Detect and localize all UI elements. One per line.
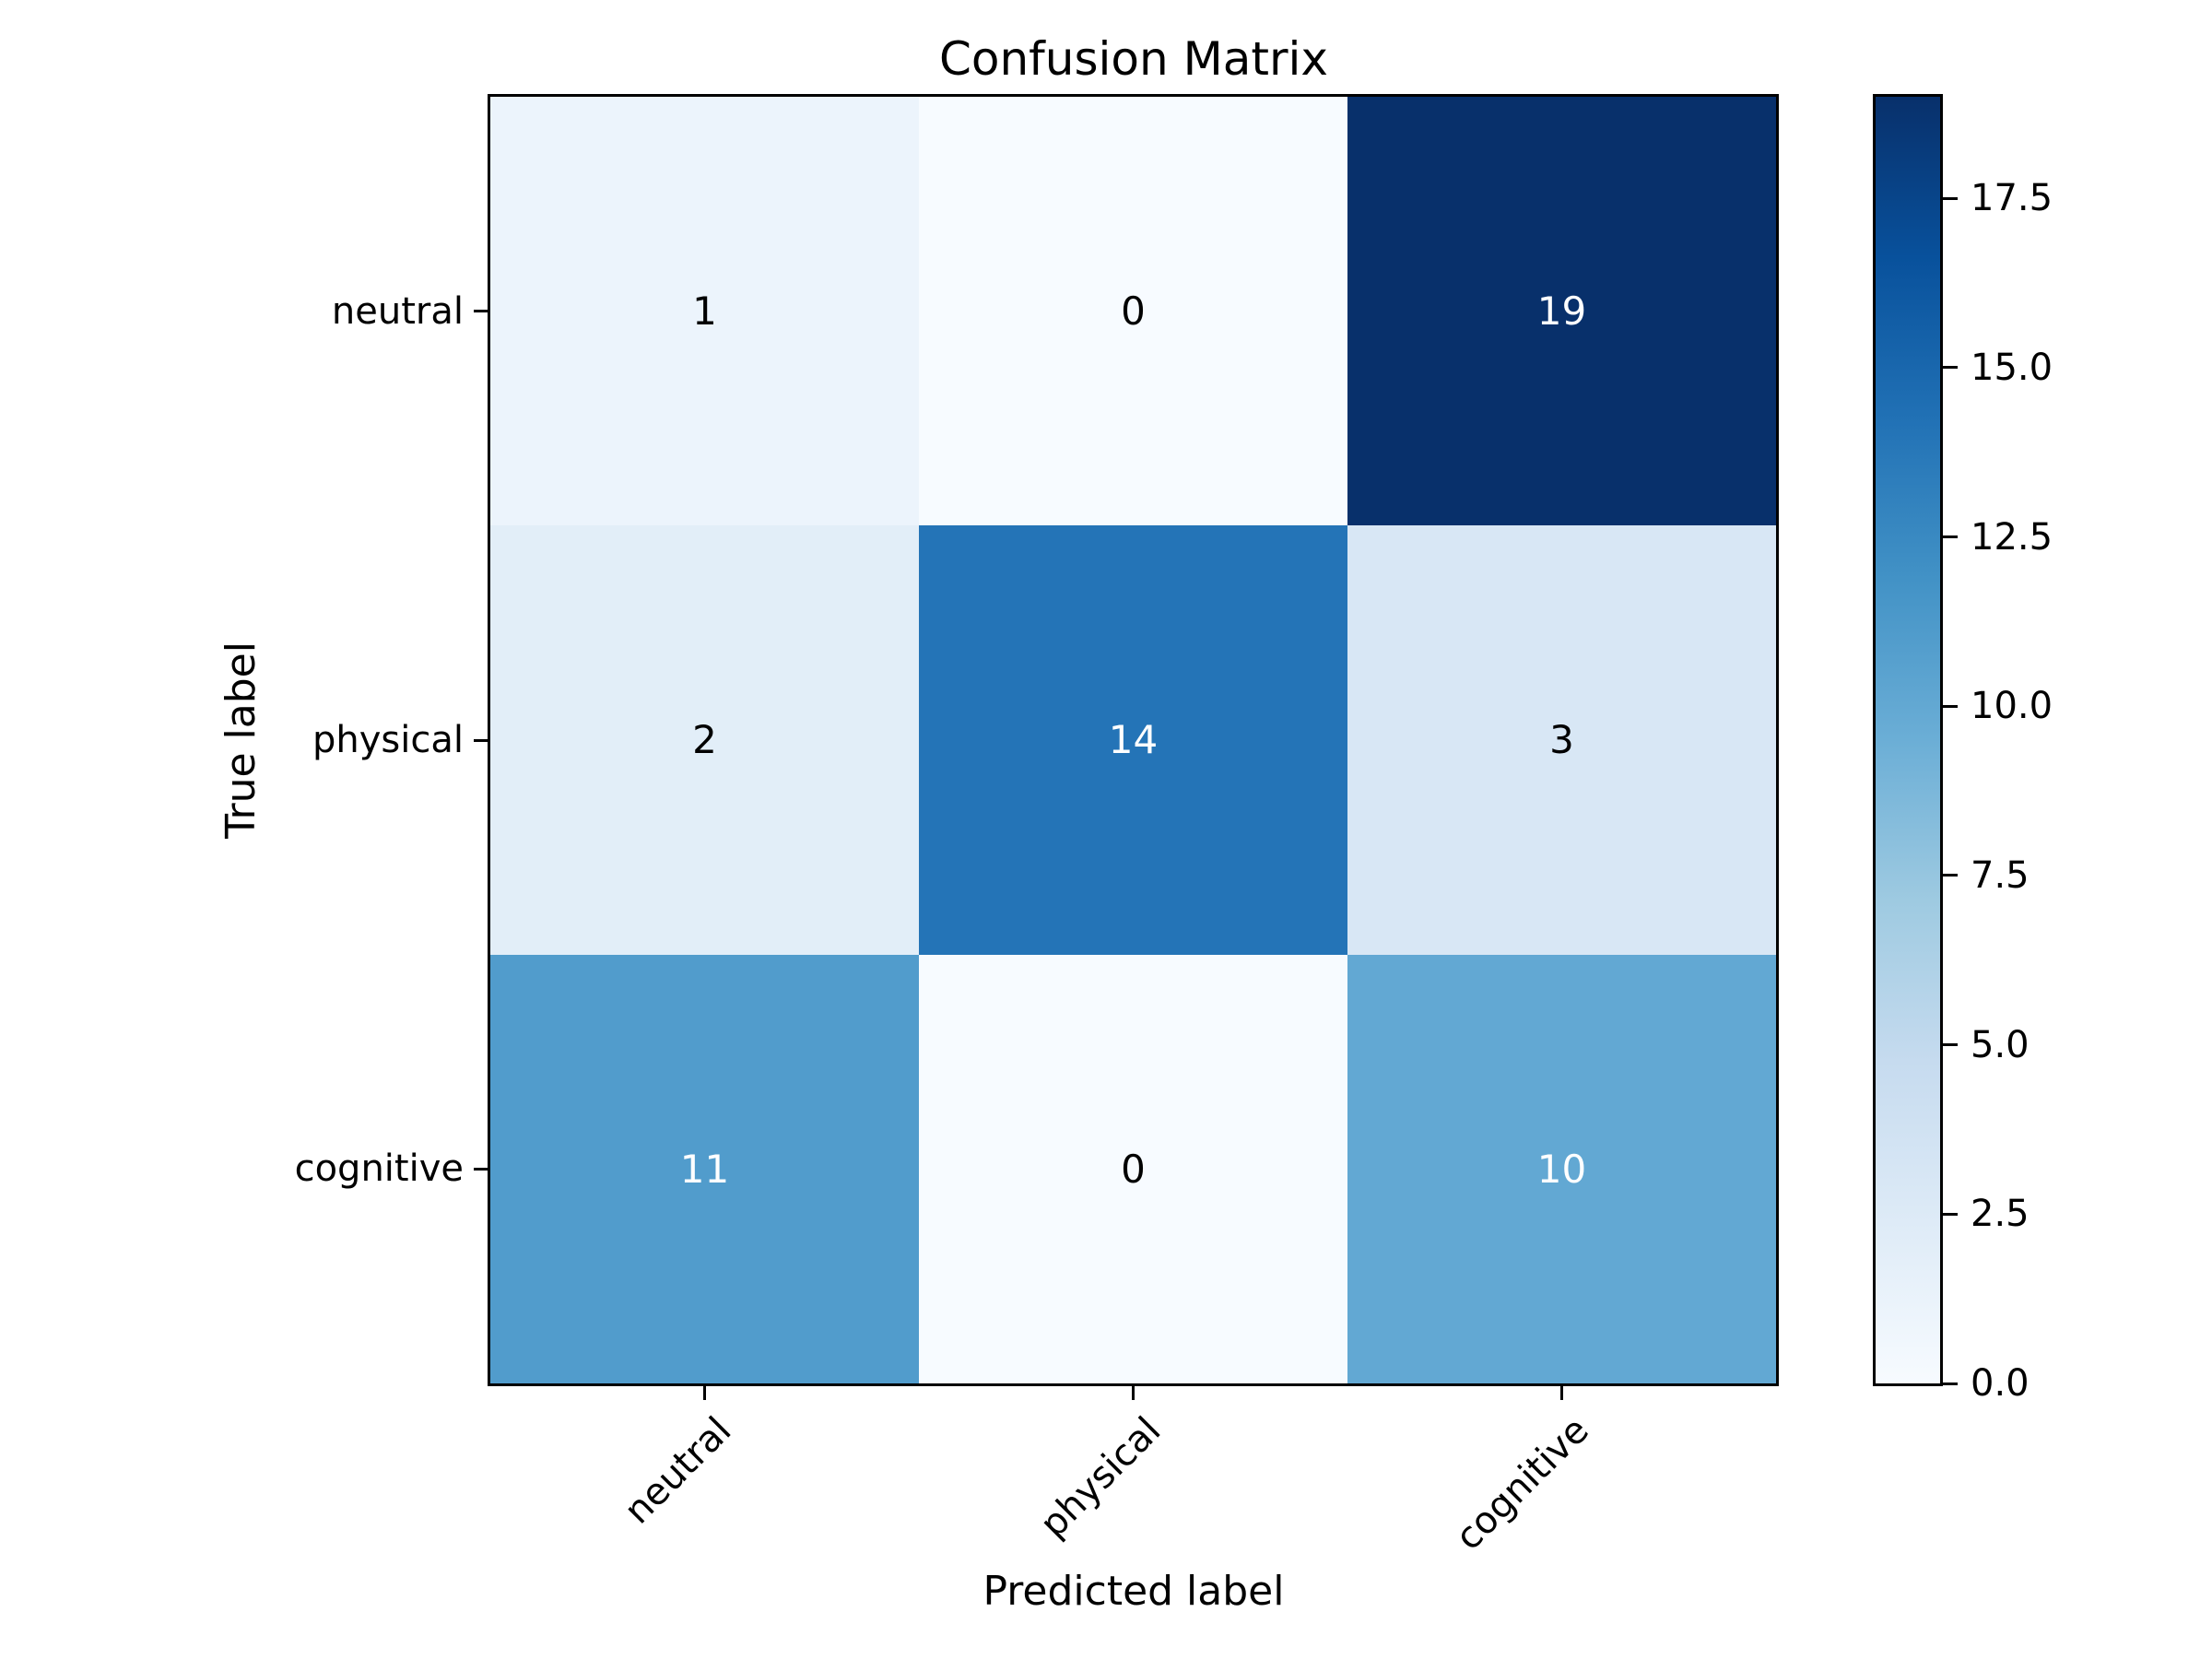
matrix-cell-r0c2: 19 <box>1347 97 1776 526</box>
cell-value: 10 <box>1536 1146 1587 1192</box>
cell-value: 2 <box>692 717 717 763</box>
matrix-cell-r1c2: 3 <box>1347 525 1776 955</box>
y-tick-mark-cognitive <box>474 1167 490 1171</box>
y-tick-label-cognitive: cognitive <box>294 1147 464 1191</box>
colorbar-tick-label-10.0: 10.0 <box>1971 685 2053 728</box>
cell-value: 19 <box>1536 288 1587 335</box>
x-axis-label: Predicted label <box>982 1568 1285 1615</box>
y-tick-label-neutral: neutral <box>331 289 464 333</box>
cell-value: 14 <box>1108 717 1159 763</box>
cell-value: 11 <box>679 1146 730 1192</box>
colorbar-tick-label-5.0: 5.0 <box>1971 1023 2030 1066</box>
matrix-cell-r1c0: 2 <box>490 525 919 955</box>
colorbar <box>1873 94 1943 1386</box>
y-tick-label-physical: physical <box>312 719 464 761</box>
colorbar-tick-label-17.5: 17.5 <box>1971 177 2053 220</box>
matrix-grid: 1 0 19 2 14 3 11 0 10 <box>490 97 1776 1383</box>
chart-title: Confusion Matrix <box>938 32 1329 86</box>
heatmap-plot-area: 1 0 19 2 14 3 11 0 10 <box>488 94 1779 1386</box>
colorbar-tick-label-15.0: 15.0 <box>1971 346 2053 389</box>
colorbar-tick-label-0.0: 0.0 <box>1971 1362 2030 1405</box>
colorbar-tick-label-7.5: 7.5 <box>1971 853 2030 897</box>
colorbar-tick-mark-10.0 <box>1943 704 1958 708</box>
cell-value: 1 <box>692 288 717 335</box>
cell-value: 3 <box>1549 717 1574 763</box>
cell-value: 0 <box>1121 1146 1146 1192</box>
x-tick-label-cognitive: cognitive <box>1447 1408 1597 1559</box>
colorbar-tick-mark-7.5 <box>1943 874 1958 877</box>
y-axis-label: True label <box>218 641 265 839</box>
x-tick-mark-neutral <box>703 1383 706 1400</box>
colorbar-tick-mark-2.5 <box>1943 1212 1958 1216</box>
matrix-cell-r2c0: 11 <box>490 954 919 1383</box>
cell-value: 0 <box>1121 288 1146 335</box>
matrix-cell-r0c1: 0 <box>919 97 1347 526</box>
colorbar-tick-mark-0.0 <box>1943 1382 1958 1385</box>
colorbar-tick-label-12.5: 12.5 <box>1971 515 2053 559</box>
colorbar-tick-mark-17.5 <box>1943 196 1958 200</box>
x-tick-mark-physical <box>1132 1383 1135 1400</box>
colorbar-tick-mark-12.5 <box>1943 535 1958 539</box>
matrix-cell-r2c2: 10 <box>1347 954 1776 1383</box>
x-tick-label-physical: physical <box>1031 1408 1169 1547</box>
colorbar-tick-label-2.5: 2.5 <box>1971 1193 2030 1236</box>
matrix-cell-r0c0: 1 <box>490 97 919 526</box>
y-tick-mark-neutral <box>474 310 490 313</box>
y-tick-mark-physical <box>474 738 490 742</box>
matrix-cell-r1c1: 14 <box>919 525 1347 955</box>
colorbar-tick-mark-5.0 <box>1943 1043 1958 1047</box>
matrix-cell-r2c1: 0 <box>919 954 1347 1383</box>
x-tick-mark-cognitive <box>1560 1383 1563 1400</box>
x-tick-label-neutral: neutral <box>617 1408 740 1533</box>
colorbar-tick-mark-15.0 <box>1943 366 1958 370</box>
